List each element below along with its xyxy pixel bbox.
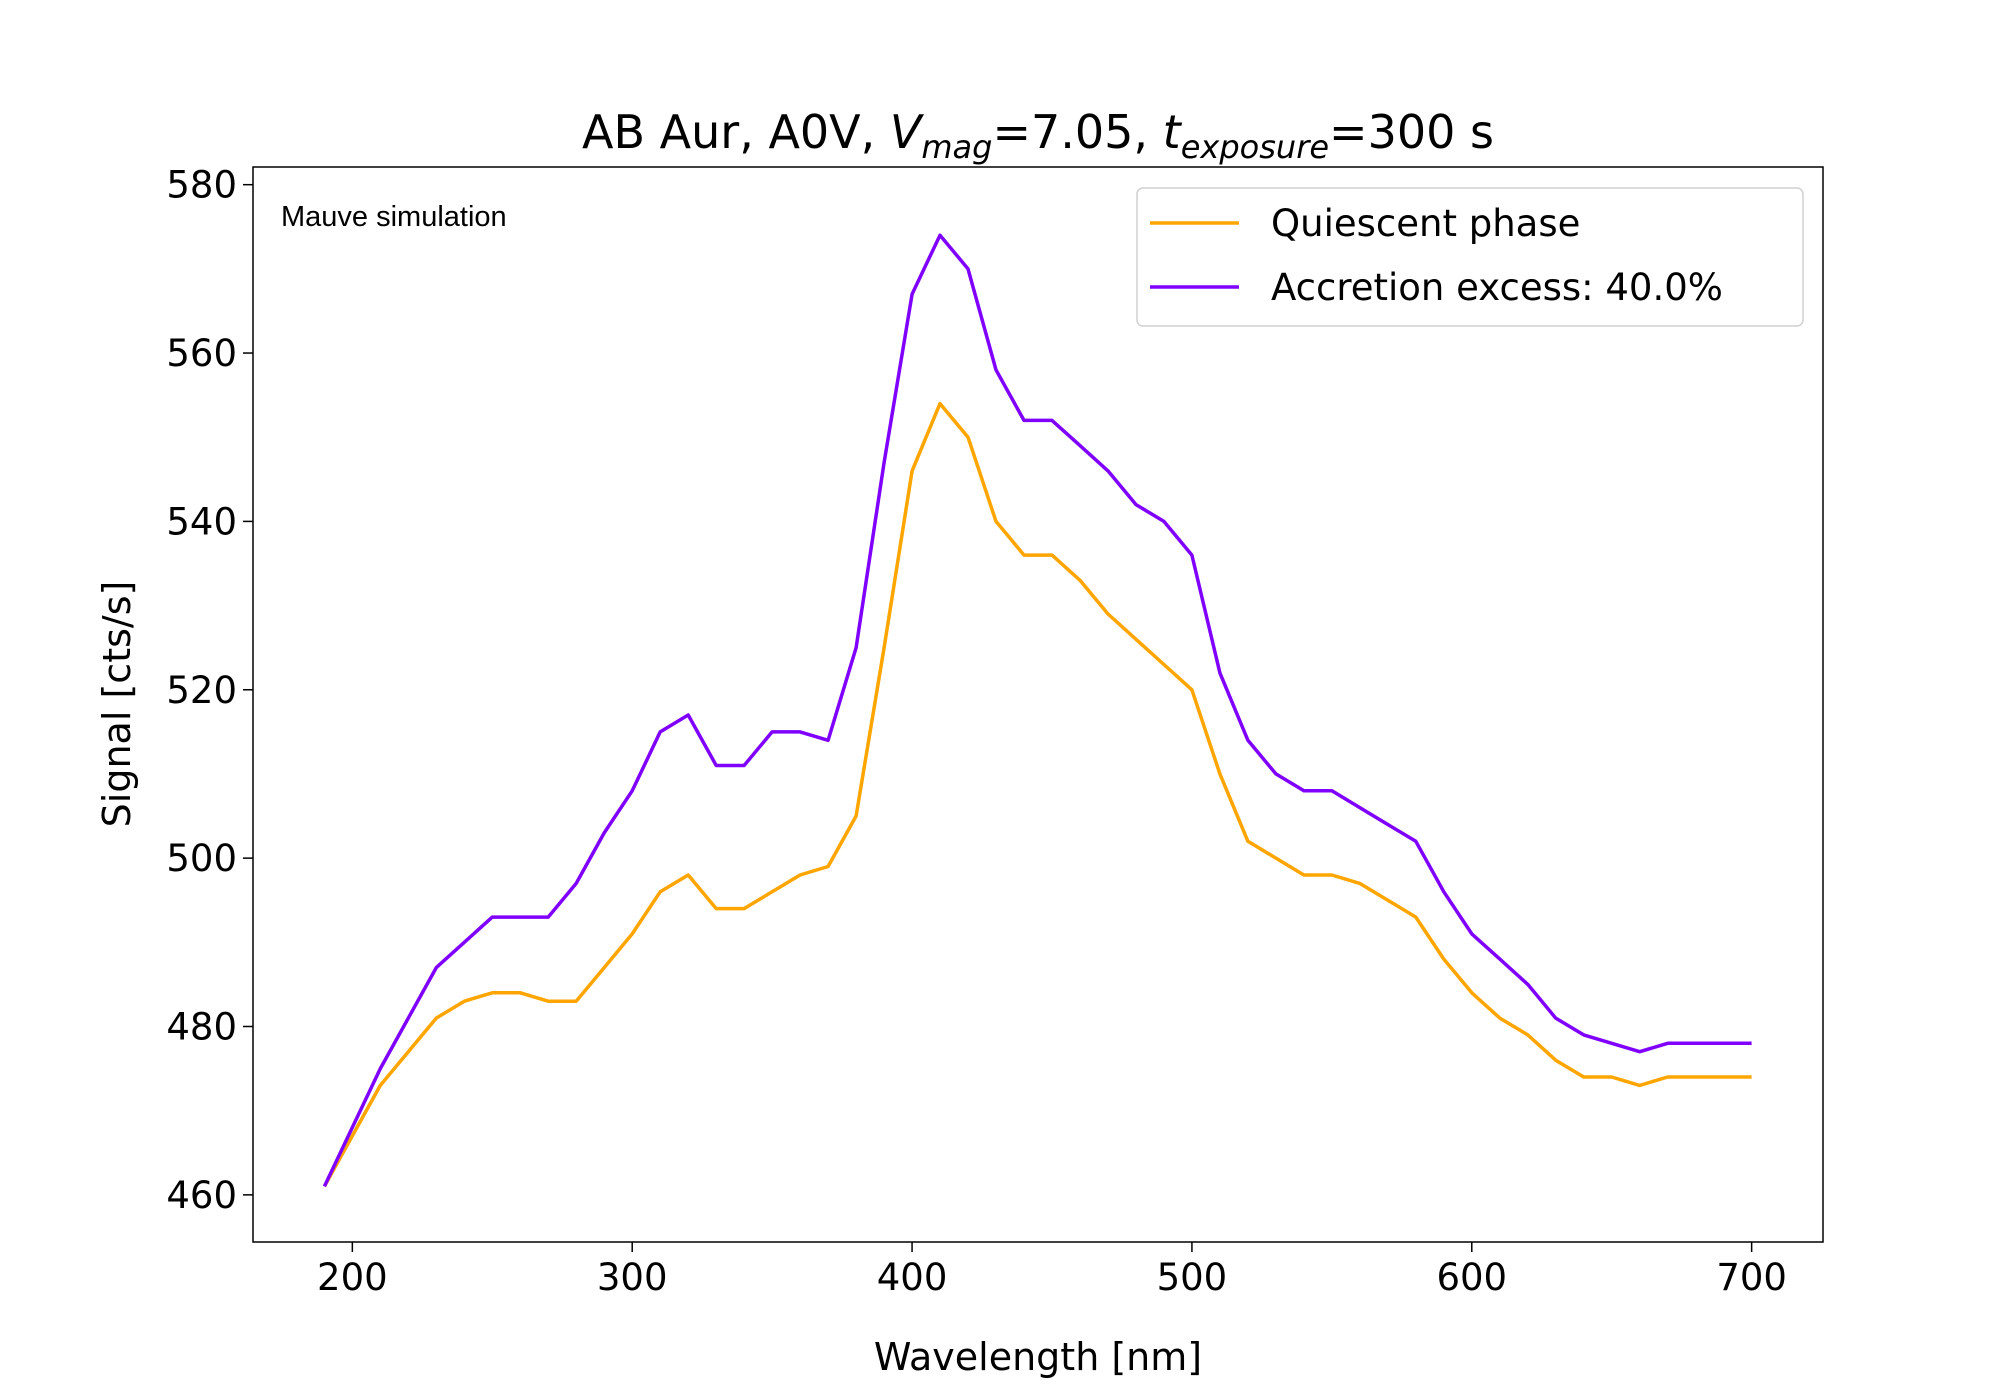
title-part: =7.05, — [992, 105, 1162, 159]
y-axis-label: Signal [cts/s] — [95, 581, 139, 828]
chart-title: AB Aur, A0V, Vmag=7.05, texposure=300 s — [582, 105, 1494, 166]
x-tick-label: 300 — [597, 1256, 668, 1299]
y-tick-label: 480 — [166, 1005, 237, 1048]
plot-frame — [252, 166, 1824, 1243]
legend-label: Quiescent phase — [1271, 202, 1580, 245]
title-part: exposure — [1181, 128, 1329, 166]
title-part: mag — [921, 128, 992, 166]
y-tick-label: 460 — [166, 1174, 237, 1217]
y-tick-label: 500 — [166, 837, 237, 880]
y-tick-label: 540 — [166, 500, 237, 543]
series-line — [322, 401, 1752, 1188]
annotation: Mauve simulation — [281, 201, 507, 233]
title-part: V — [890, 105, 925, 159]
x-tick-label: 400 — [877, 1256, 948, 1299]
title-part: =300 s — [1329, 105, 1494, 159]
title-part: AB Aur, A0V, — [582, 105, 890, 159]
x-tick-label: 500 — [1157, 1256, 1228, 1299]
x-axis-label: Wavelength [nm] — [874, 1335, 1202, 1379]
x-tick-label: 600 — [1436, 1256, 1507, 1299]
y-tick-label: 560 — [166, 332, 237, 375]
title-part: t — [1163, 105, 1183, 159]
x-tick-label: 200 — [317, 1256, 388, 1299]
legend-box — [1136, 187, 1804, 327]
series-line — [322, 233, 1752, 1188]
legend-label: Accretion excess: 40.0% — [1271, 266, 1723, 309]
y-tick-label: 580 — [166, 164, 237, 207]
y-tick-label: 520 — [166, 669, 237, 712]
x-tick-label: 700 — [1716, 1256, 1787, 1299]
